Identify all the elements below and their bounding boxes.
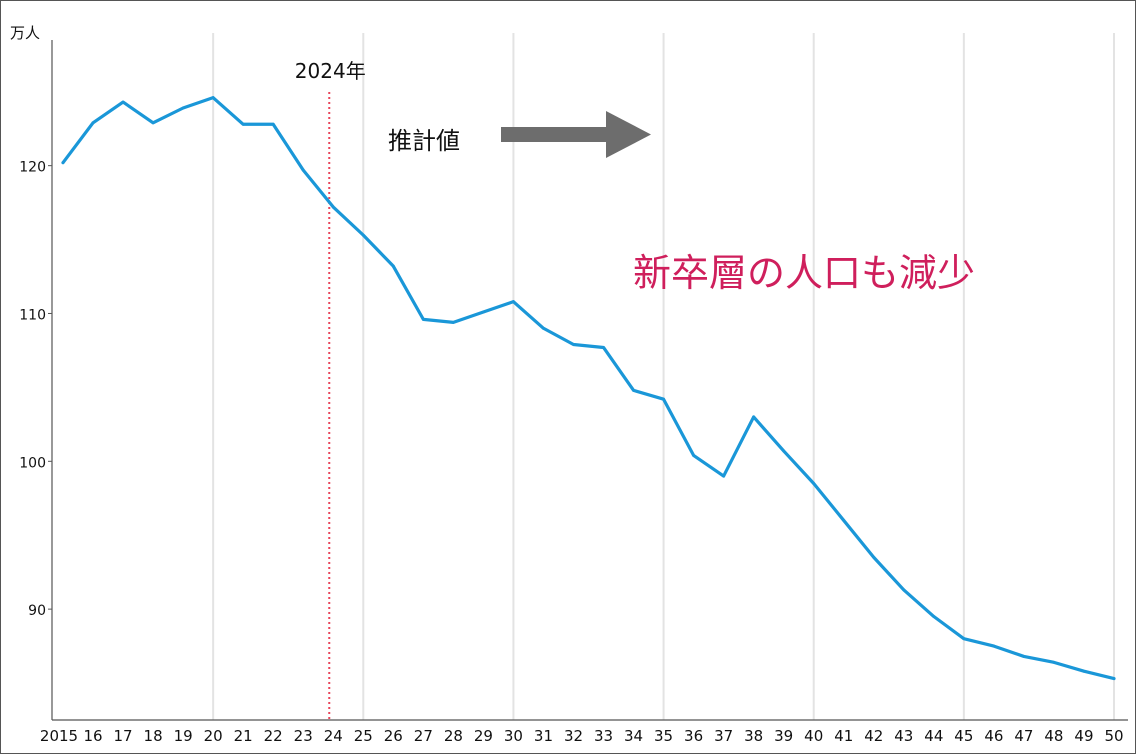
data-point-2025	[361, 233, 365, 237]
data-point-2028	[451, 320, 455, 324]
data-point-2043	[902, 588, 906, 592]
x-tick-label: 47	[1014, 727, 1033, 745]
data-point-2041	[842, 519, 846, 522]
data-point-2046	[992, 644, 996, 648]
y-axis-unit-label: 万人	[10, 24, 40, 42]
series-layer	[61, 96, 1116, 681]
arrow-shaft	[501, 127, 609, 142]
y-tick-label: 90	[28, 603, 46, 619]
x-tick-label: 41	[834, 727, 853, 745]
projection-arrow-icon	[501, 111, 651, 158]
data-point-2032	[572, 343, 575, 346]
data-point-2040	[812, 482, 816, 485]
x-tick-label: 32	[564, 727, 583, 745]
x-tick-label: 30	[504, 727, 523, 745]
data-point-2049	[1082, 669, 1086, 673]
x-tick-label: 49	[1074, 727, 1093, 745]
y-tick-label: 120	[19, 160, 46, 176]
y-tick-labels: 120 110 100 90	[19, 160, 52, 619]
data-point-2020	[211, 96, 215, 100]
data-point-2050	[1112, 677, 1116, 681]
x-tick-labels: 2015 16 17 18 19 20 21 22 23 24 25 26 27 28 29 30 31 32 33…	[40, 727, 1124, 745]
data-point-2042	[872, 555, 876, 559]
data-point-2033	[602, 346, 605, 349]
arrow-head	[606, 111, 651, 158]
x-tick-label: 45	[954, 727, 973, 745]
x-tick-label: 19	[174, 727, 193, 745]
data-point-2039	[782, 449, 786, 453]
x-tick-label: 23	[294, 727, 313, 745]
x-tick-label: 34	[624, 727, 643, 745]
x-tick-label: 16	[83, 727, 102, 745]
data-point-2017	[121, 100, 125, 104]
x-tick-label: 29	[474, 727, 493, 745]
data-point-2021	[241, 122, 245, 126]
vertical-gridlines	[212, 33, 1115, 720]
headline-annotation: 新卒層の人口も減少	[633, 251, 975, 295]
x-tick-label: 17	[114, 727, 133, 745]
data-point-2018	[151, 121, 155, 125]
data-point-2016	[91, 121, 95, 125]
x-tick-label: 21	[234, 727, 253, 745]
x-tick-label: 25	[354, 727, 373, 745]
data-point-2029	[482, 310, 485, 314]
data-point-2023	[301, 168, 305, 172]
year-marker: 2024年	[295, 59, 366, 720]
data-point-2024	[331, 205, 335, 209]
x-tick-label: 33	[594, 727, 613, 745]
x-tick-label: 38	[744, 727, 763, 745]
x-tick-label: 28	[444, 727, 463, 745]
x-tick-label: 18	[144, 727, 163, 745]
x-tick-label: 39	[774, 727, 793, 745]
data-point-2030	[512, 300, 515, 304]
data-point-2015	[61, 161, 65, 165]
series-line	[61, 96, 1116, 681]
data-point-2027	[421, 317, 425, 321]
data-point-2037	[722, 474, 726, 478]
data-point-2038	[752, 415, 756, 419]
x-tick-label: 36	[684, 727, 703, 745]
x-tick-label: 31	[534, 727, 553, 745]
x-tick-label: 48	[1044, 727, 1063, 745]
x-tick-label: 42	[864, 727, 883, 745]
projection-label: 推計値	[388, 127, 460, 155]
y-tick-label: 100	[19, 455, 46, 471]
x-tick-label: 2015	[40, 727, 78, 745]
marker-label: 2024年	[295, 59, 366, 83]
x-tick-label: 24	[324, 727, 343, 745]
data-point-2047	[1022, 655, 1026, 658]
x-tick-label: 44	[924, 727, 943, 745]
data-point-2044	[932, 615, 936, 618]
x-tick-label: 37	[714, 727, 733, 745]
data-point-2019	[181, 106, 185, 110]
x-tick-label: 35	[654, 727, 673, 745]
x-tick-label: 50	[1104, 727, 1123, 745]
data-point-2022	[271, 122, 275, 126]
x-tick-label: 46	[984, 727, 1003, 745]
data-point-2036	[692, 453, 695, 457]
data-point-2035	[662, 397, 665, 401]
x-tick-label: 20	[204, 727, 223, 745]
data-point-2031	[542, 326, 545, 330]
x-tick-label: 43	[894, 727, 913, 745]
x-tick-label: 26	[384, 727, 403, 745]
x-tick-label: 40	[804, 727, 823, 745]
data-point-2045	[962, 637, 966, 641]
data-point-2034	[632, 388, 635, 392]
data-point-2026	[391, 264, 395, 268]
x-tick-label: 27	[414, 727, 433, 745]
y-tick-label: 110	[19, 307, 46, 323]
x-tick-label: 22	[264, 727, 283, 745]
data-point-2048	[1052, 660, 1056, 664]
